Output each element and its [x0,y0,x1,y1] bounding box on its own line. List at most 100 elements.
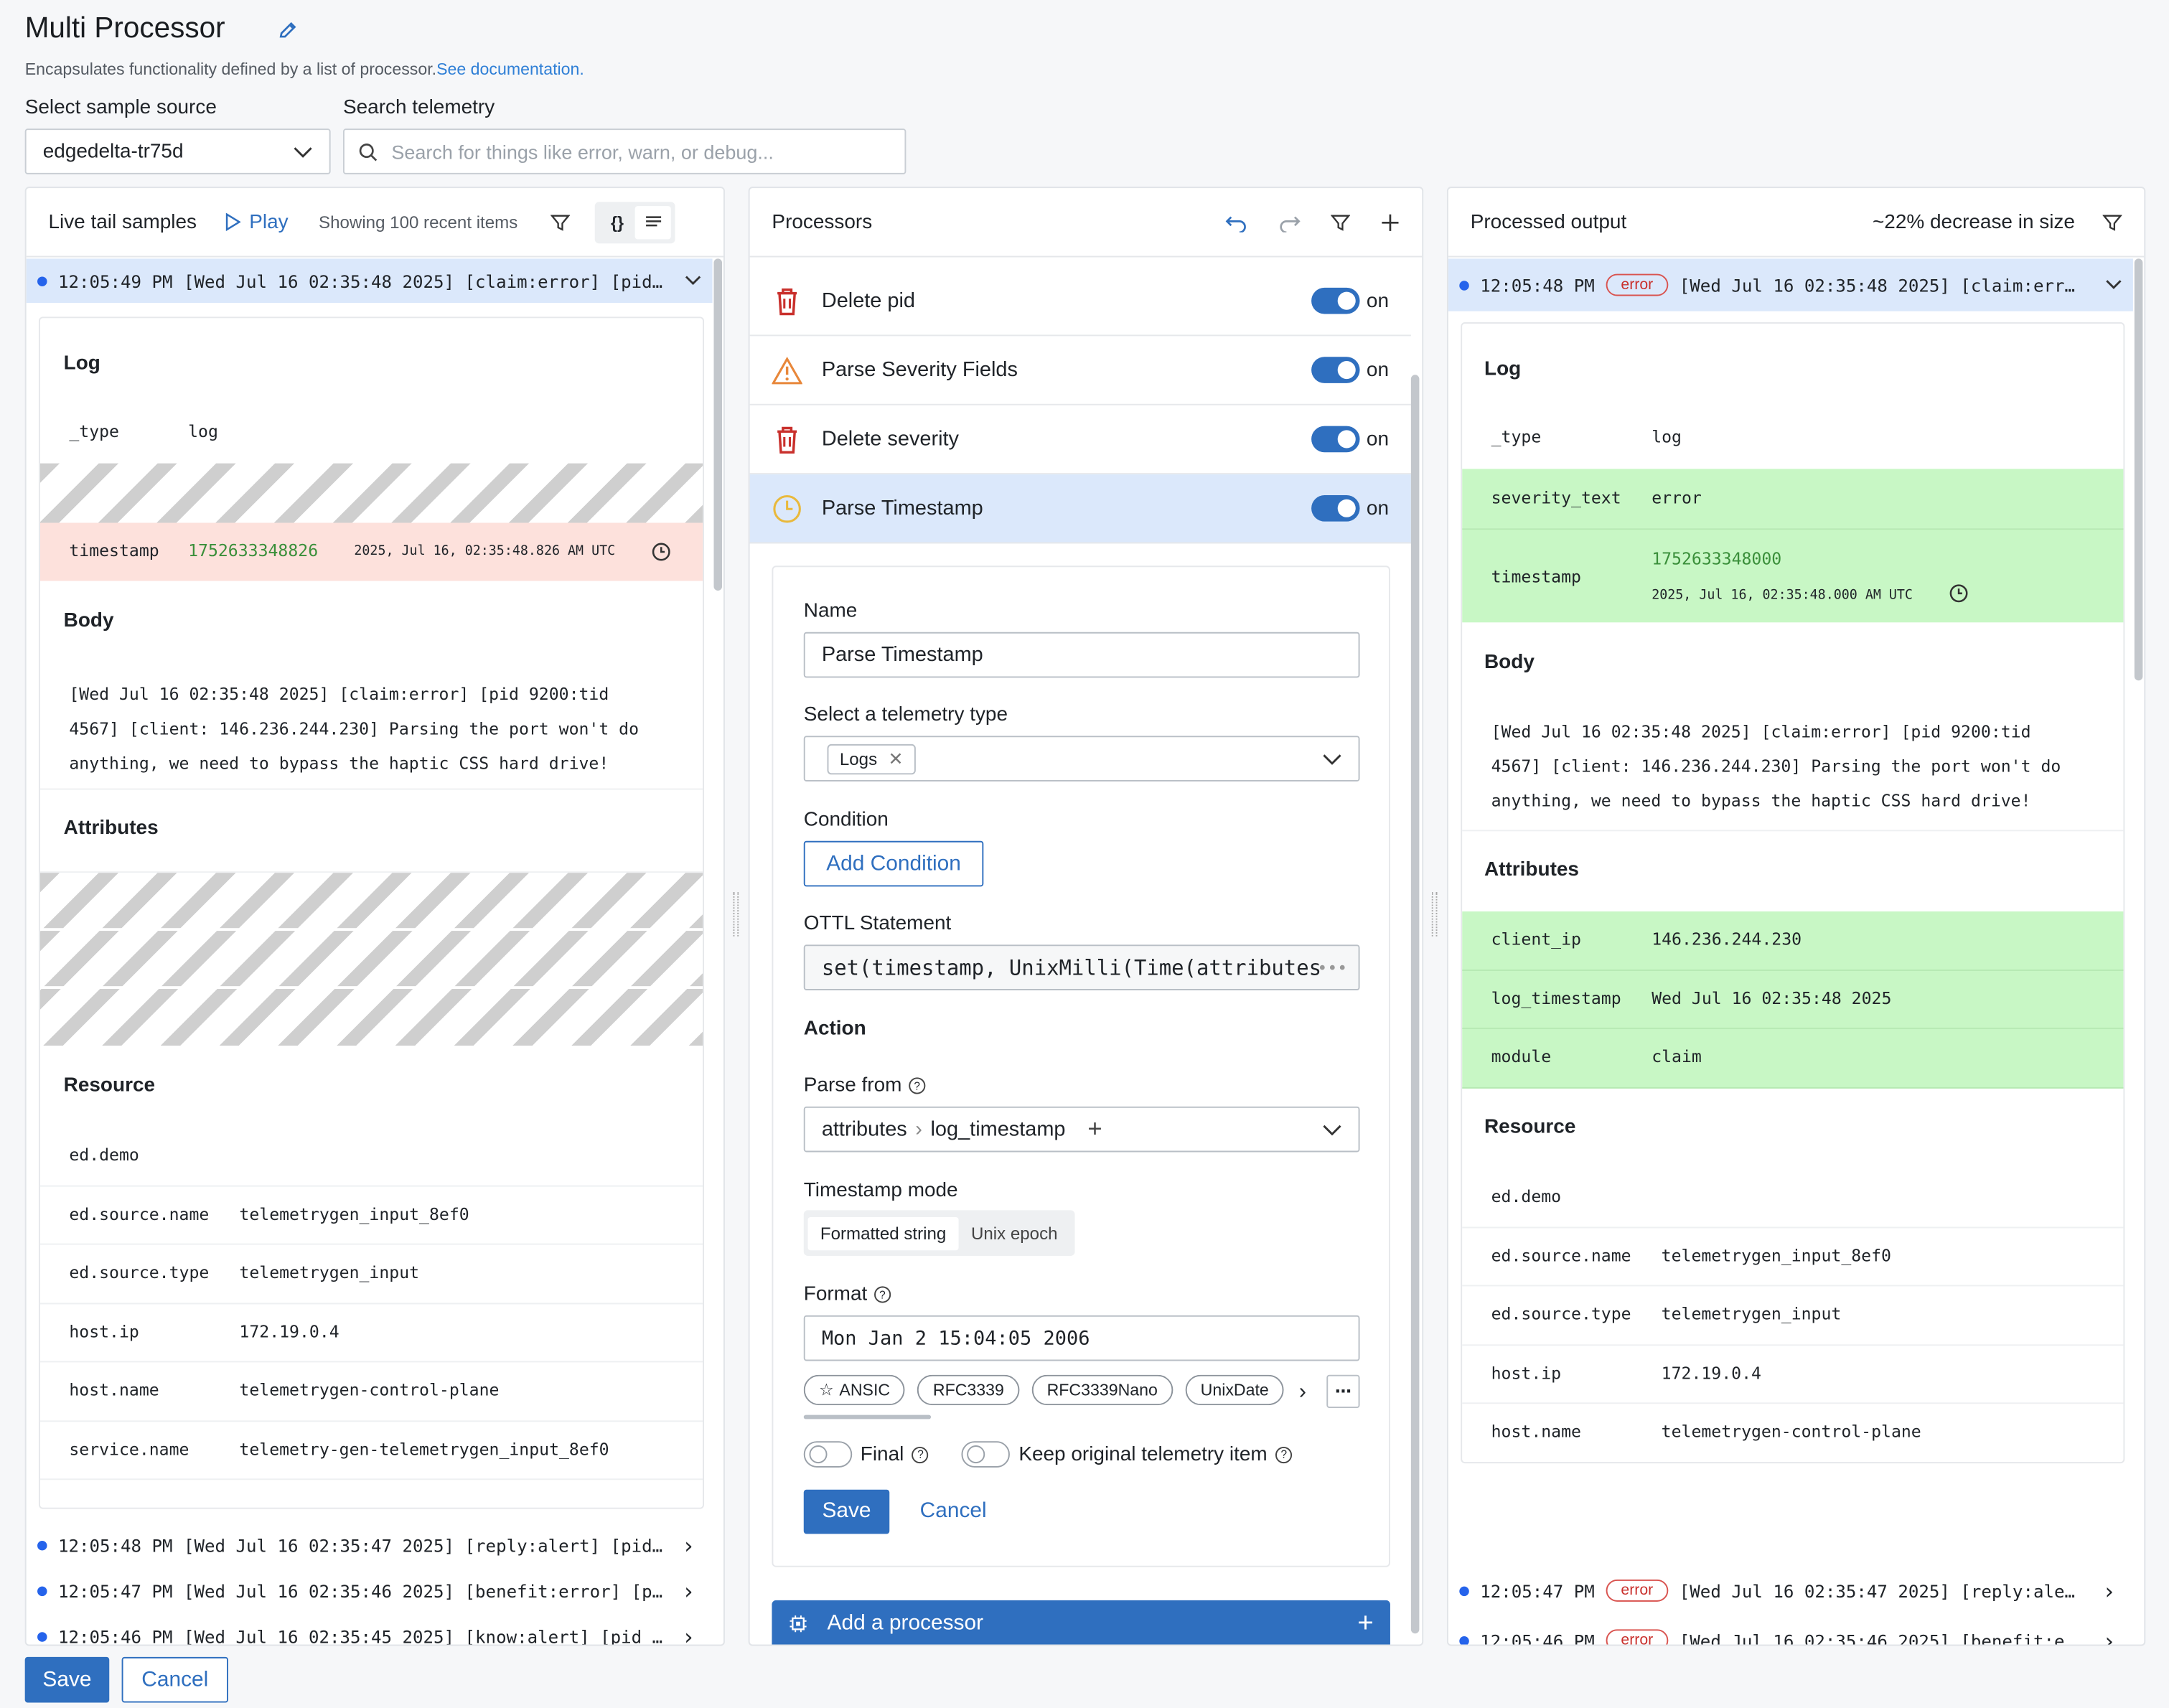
kv-row: ed.demo [39,1127,703,1186]
processor-toggle[interactable] [1311,426,1360,453]
resource-heading: Resource [63,1074,156,1097]
error-badge: error [1606,1579,1669,1602]
timestamp-mode-toggle: Formatted string Unix epoch [803,1210,1074,1256]
mode-unix-epoch[interactable]: Unix epoch [970,1223,1058,1243]
scrollbar[interactable] [713,258,723,591]
help-icon[interactable]: ? [1275,1445,1293,1463]
body-line: anything, we need to bypass the haptic C… [69,754,609,774]
cpu-icon [790,1615,807,1633]
field-key: timestamp [1491,567,1581,587]
undo-icon[interactable] [1225,212,1248,232]
processed-output-panel: Processed output ~22% decrease in size 1… [1446,187,2146,1646]
body-line: 4567] [client: 146.236.244.230] Parsing … [1491,756,2061,776]
search-input[interactable]: Search for things like error, warn, or d… [342,128,907,174]
format-chip[interactable]: ☆ ANSIC [803,1374,906,1406]
log-row[interactable]: 12:05:46 PM [Wed Jul 16 02:35:45 2025] [k… [27,1614,713,1646]
chevron-right-icon[interactable]: › [1298,1380,1307,1404]
status-dot [37,276,47,286]
filter-icon[interactable] [551,212,571,232]
search-label: Search telemetry [342,96,495,119]
keep-original-toggle[interactable] [962,1441,1011,1468]
field-key: ed.source.name [1491,1246,1631,1265]
search-icon [359,143,378,161]
more-options-button[interactable]: ⋯ [1326,1374,1360,1408]
save-button[interactable]: Save [24,1656,110,1703]
clock-icon [652,543,670,561]
body-line: 4567] [client: 146.236.244.230] Parsing … [69,719,640,739]
processors-title: Processors [772,210,873,233]
kv-row: ed.source.type telemetrygen_input [39,1245,703,1304]
json-view-icon[interactable]: {} [611,212,624,232]
processor-item[interactable]: Parse Severity Fields on [749,336,1411,405]
format-chip[interactable]: RFC3339Nano [1031,1374,1173,1406]
processor-list: Delete pid on Parse Severity Fields on Delet… [749,267,1411,544]
filter-icon[interactable] [2102,212,2122,232]
format-chip[interactable]: UnixDate [1185,1374,1284,1406]
name-value: Parse Timestamp [821,643,983,667]
help-icon[interactable]: ? [912,1445,929,1463]
processor-toggle[interactable] [1311,287,1360,314]
path-segment: log_timestamp [930,1117,1066,1142]
cancel-button[interactable]: Cancel [121,1656,229,1703]
form-cancel-button[interactable]: Cancel [919,1499,987,1523]
log-row[interactable]: 12:05:47 PM error [Wed Jul 16 02:35:47 202… [1448,1566,2133,1615]
list-view-icon[interactable] [635,205,672,239]
play-button[interactable]: Play [225,211,289,233]
processor-item[interactable]: Delete pid on [749,267,1411,337]
add-condition-button[interactable]: Add Condition [803,840,984,887]
close-icon[interactable]: ✕ [888,747,904,769]
resize-handle[interactable] [733,892,739,937]
help-icon[interactable]: ? [909,1077,926,1094]
sample-source-select[interactable]: edgedelta-tr75d [24,128,331,174]
mode-formatted-string[interactable]: Formatted string [807,1216,959,1250]
name-input[interactable]: Parse Timestamp [803,632,1360,678]
field-value: Wed Jul 16 02:35:48 2025 [1652,988,1892,1008]
form-save-button[interactable]: Save [803,1489,890,1534]
filter-icon[interactable] [1331,212,1351,232]
parse-from-text: Parse from [803,1074,902,1097]
log-row[interactable]: 12:05:48 PM [Wed Jul 16 02:35:47 2025] [r… [27,1523,713,1569]
processor-toggle[interactable] [1311,357,1360,383]
logs-chip[interactable]: Logs ✕ [827,743,916,774]
chip-scrollbar[interactable] [803,1414,932,1420]
toggle-state: on [1366,289,1390,312]
showing-count: Showing 100 recent items [319,212,518,232]
format-chip[interactable]: RFC3339 [917,1374,1020,1406]
page-subtitle: Encapsulates functionality defined by a … [25,60,584,79]
redo-icon[interactable] [1278,212,1301,232]
processor-item[interactable]: Parse Timestamp on [749,474,1411,544]
output-row-selected[interactable]: 12:05:48 PM error [Wed Jul 16 02:35:48 2… [1448,258,2133,311]
clock-icon [1949,584,1968,603]
processor-item[interactable]: Delete severity on [749,405,1411,475]
field-value: telemetrygen_input_8ef0 [1661,1246,1891,1265]
field-key: service.name [69,1439,189,1459]
processor-toggle[interactable] [1311,494,1360,522]
final-toggle[interactable] [803,1441,853,1468]
help-icon[interactable]: ? [873,1286,891,1303]
scrollbar[interactable] [1410,375,1420,1634]
format-label: Format ? [804,1284,891,1305]
chevron-right-icon: › [684,1623,693,1646]
documentation-link[interactable]: See documentation. [436,59,584,79]
resize-handle[interactable] [1431,892,1438,937]
field-value: telemetrygen-control-plane [239,1380,500,1400]
scrollbar[interactable] [2134,258,2143,681]
format-input[interactable]: Mon Jan 2 15:04:05 2006 [803,1315,1360,1361]
kv-row: host.name telemetrygen-control-plane [39,1362,703,1422]
log-row[interactable]: 12:05:46 PM error [Wed Jul 16 02:35:46 202… [1448,1615,2133,1645]
body-line: anything, we need to bypass the haptic C… [1491,791,2031,811]
log-row[interactable]: 12:05:47 PM [Wed Jul 16 02:35:46 2025] [b… [27,1569,713,1615]
field-key: ed.demo [69,1145,139,1165]
telemetry-type-select[interactable]: Logs ✕ [803,736,1360,782]
log-row-selected[interactable]: 12:05:49 PM [Wed Jul 16 02:35:48 2025] [… [26,258,713,304]
parse-from-select[interactable]: attributes › log_timestamp + [803,1106,1360,1153]
processor-name: Parse Severity Fields [821,358,1018,382]
plus-icon[interactable] [1380,212,1400,232]
ottl-statement-field[interactable]: set(timestamp, UnixMilli(Time(attributes… [803,944,1360,990]
processors-header: Processors [749,188,1423,258]
log-detail-card: Log _type log timestamp 1752633348826 20… [38,316,704,1509]
toggle-state: on [1366,359,1390,381]
plus-icon[interactable]: + [1087,1115,1102,1142]
pencil-icon[interactable] [276,19,299,42]
add-processor-button[interactable]: Add a processor + [772,1600,1390,1645]
